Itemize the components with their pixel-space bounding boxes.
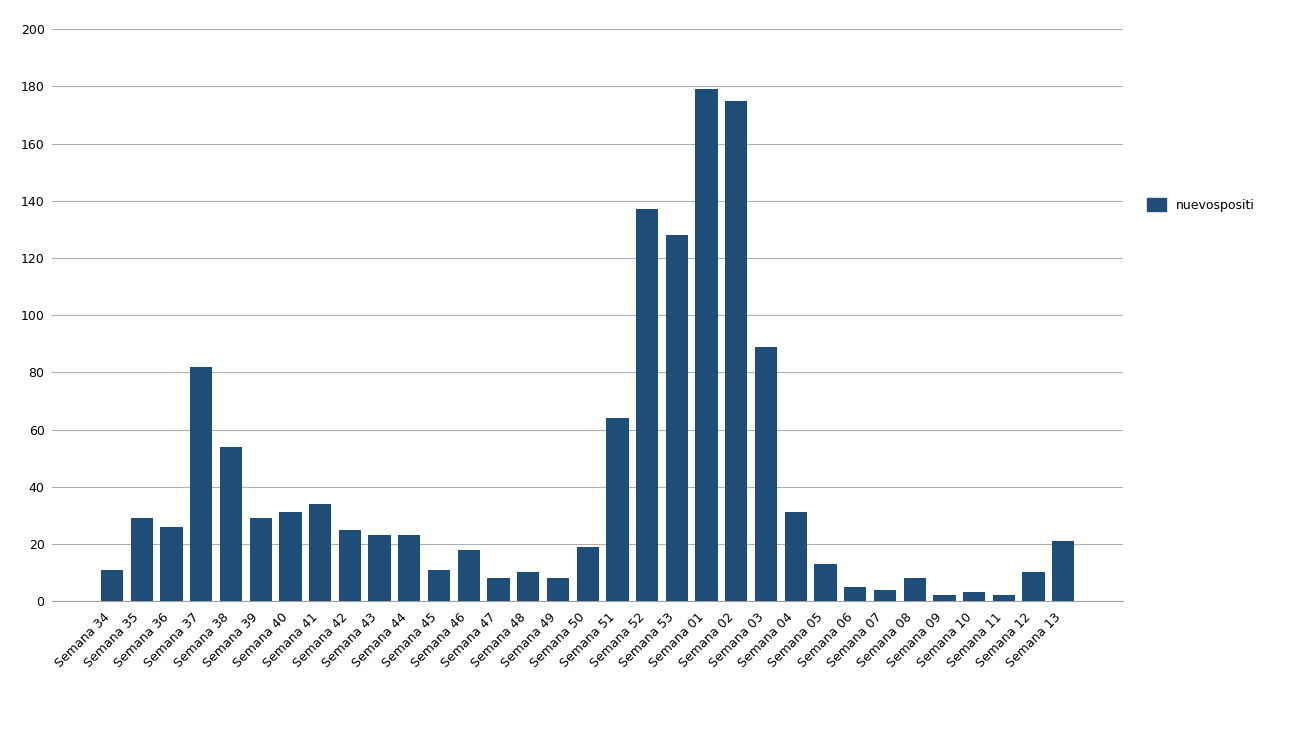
Bar (785, 512, 807, 601)
Bar (517, 572, 539, 601)
Bar (249, 518, 272, 601)
Bar (338, 529, 360, 601)
Bar (1053, 541, 1075, 601)
Bar (844, 586, 866, 601)
Bar (1023, 572, 1045, 601)
Bar (310, 504, 332, 601)
Bar (191, 366, 213, 601)
Bar (636, 210, 658, 601)
Bar (874, 589, 896, 601)
Bar (696, 89, 718, 601)
Bar (428, 570, 451, 601)
Bar (487, 578, 509, 601)
Bar (666, 235, 688, 601)
Bar (755, 347, 777, 601)
Bar (219, 446, 242, 601)
Legend: nuevospositi: nuevospositi (1143, 194, 1260, 217)
Bar (279, 512, 302, 601)
Bar (131, 518, 153, 601)
Bar (398, 535, 421, 601)
Bar (161, 527, 183, 601)
Bar (547, 578, 569, 601)
Bar (993, 595, 1015, 601)
Bar (934, 595, 956, 601)
Bar (576, 547, 599, 601)
Bar (963, 592, 985, 601)
Bar (606, 418, 628, 601)
Bar (457, 550, 479, 601)
Bar (815, 564, 837, 601)
Bar (101, 570, 123, 601)
Bar (904, 578, 926, 601)
Bar (725, 100, 747, 601)
Bar (368, 535, 390, 601)
